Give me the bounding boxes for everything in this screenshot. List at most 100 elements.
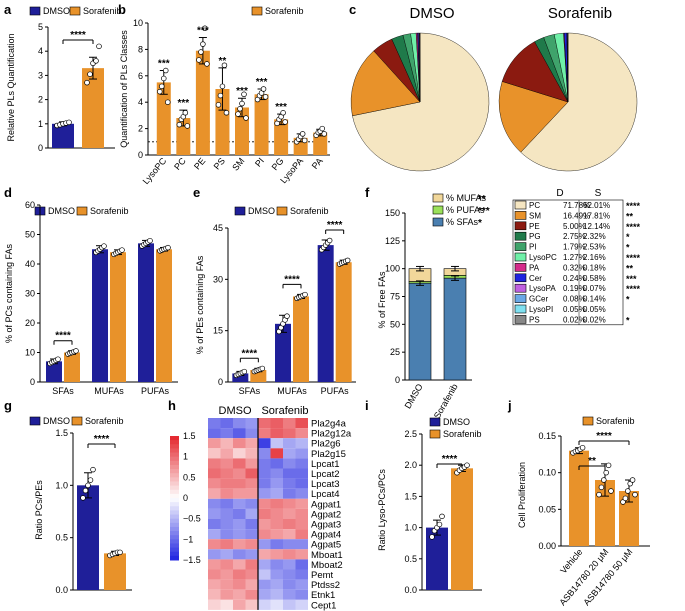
b-data-point — [237, 106, 243, 112]
h-colorbar-segment — [170, 526, 179, 532]
h-heatmap-cell — [258, 559, 271, 570]
h-heatmap-cell — [295, 559, 308, 570]
a-data-point — [87, 71, 93, 77]
h-heatmap-cell — [233, 478, 246, 489]
e-bar-DMSO-PUFAs — [317, 245, 334, 382]
h-colorbar-segment — [170, 469, 179, 474]
h-colorbar-tick-label: −1 — [183, 534, 193, 544]
h-heatmap-cell — [283, 458, 296, 469]
a-data-point — [66, 119, 72, 126]
h-colorbar-segment — [170, 531, 179, 536]
h-heatmap-cell — [233, 448, 246, 459]
h-heatmap-cell — [283, 549, 296, 560]
h-colorbar-segment — [170, 498, 179, 503]
h-heatmap-cell — [295, 569, 308, 580]
i-significance: **** — [442, 454, 458, 465]
e-bar-Sorafenib-MUFAs — [293, 296, 309, 382]
b-significance: ** — [219, 56, 227, 67]
h-heatmap-cell — [245, 539, 258, 550]
h-heatmap-cell — [208, 569, 221, 580]
h-heatmap-cell — [245, 549, 258, 560]
i-data-point — [429, 534, 435, 540]
e-y-tick-label: 15 — [213, 326, 223, 336]
f-legend-swatch — [432, 193, 444, 203]
c-table-class: SM — [529, 211, 541, 220]
h-heatmap-cell — [270, 458, 283, 469]
h-heatmap-cell — [220, 468, 233, 479]
e-significance: **** — [284, 274, 300, 285]
e-data-point — [241, 368, 248, 375]
b-x-tick-label: PC — [172, 155, 188, 171]
c-table-sorafenib-value: 0.02% — [583, 315, 606, 324]
a-bar-DMSO — [52, 123, 74, 148]
c-pie-slice-SM — [350, 50, 421, 117]
f-y-tick-label: 100 — [385, 264, 400, 274]
h-heatmap-cell — [283, 468, 296, 479]
c-table-significance: ** — [626, 211, 634, 221]
h-heatmap-cell — [233, 468, 246, 479]
h-heatmap-cell — [220, 488, 233, 499]
h-heatmap-cell — [220, 599, 233, 610]
b-data-point — [157, 88, 163, 95]
a-significance: **** — [70, 30, 86, 41]
c-table-class: LysoPC — [529, 253, 557, 262]
h-heatmap-cell — [295, 488, 308, 499]
g-legend-swatch — [29, 416, 41, 426]
h-row-label: Pemt — [311, 570, 334, 581]
h-heatmap-cell — [295, 519, 308, 530]
d-y-tick-label: 0 — [30, 377, 35, 387]
d-bar-Sorafenib-SFAs — [64, 352, 80, 382]
h-heatmap-cell — [208, 438, 221, 449]
h-heatmap-cell — [233, 418, 246, 429]
g-data-point — [90, 466, 96, 473]
d-bar-DMSO-MUFAs — [92, 249, 108, 382]
d-bar-Sorafenib-MUFAs — [110, 252, 126, 382]
d-legend-label: Sorafenib — [90, 206, 129, 216]
h-colorbar-tick-label: 0.5 — [183, 472, 196, 482]
c-table-class: LysoPI — [529, 305, 553, 314]
c-table-swatch-LysoPC — [514, 252, 527, 262]
h-row-label: Agpat1 — [311, 499, 341, 510]
h-heatmap-cell — [283, 569, 296, 580]
d-bar-DMSO-SFAs — [46, 361, 62, 382]
h-heatmap-cell — [245, 498, 258, 509]
e-y-tick-label: 30 — [213, 274, 223, 284]
h-heatmap-cell — [220, 589, 233, 600]
c-table-class: Cer — [529, 274, 542, 283]
h-heatmap-cell — [283, 508, 296, 519]
b-y-tick-label: 0 — [138, 150, 143, 160]
c-table-significance: * — [626, 295, 630, 305]
h-colorbar-tick-label: 1.5 — [183, 431, 196, 441]
i-legend-swatch — [429, 417, 441, 427]
j-data-point — [605, 462, 612, 469]
f-y-tick-label: 25 — [390, 347, 400, 357]
h-heatmap-cell — [233, 529, 246, 540]
c-table-dmso-value: 16.49% — [563, 211, 590, 220]
h-heatmap-cell — [233, 488, 246, 499]
panel-label-j: j — [507, 398, 512, 413]
c-table-swatch-LysoPI — [514, 304, 527, 314]
h-colorbar-segment — [170, 460, 179, 466]
h-colorbar-segment — [170, 444, 179, 449]
i-bar-Sorafenib — [451, 468, 473, 590]
c-table-swatch-Cer — [514, 273, 527, 283]
c-table-swatch-LysoPA — [514, 283, 527, 293]
c-table-significance: * — [626, 232, 630, 242]
h-heatmap-cell — [295, 579, 308, 590]
h-heatmap-cell — [258, 508, 271, 519]
h-heatmap-cell — [283, 498, 296, 509]
f-legend-swatch — [432, 217, 444, 227]
a-data-point — [96, 43, 102, 50]
h-heatmap-cell — [208, 468, 221, 479]
f-y-tick-label: 125 — [385, 236, 400, 246]
h-colorbar-segment — [170, 473, 179, 478]
h-colorbar-segment — [170, 547, 179, 553]
h-heatmap-cell — [283, 539, 296, 550]
d-y-tick-label: 10 — [25, 348, 35, 358]
h-heatmap-cell — [245, 438, 258, 449]
b-x-tick-label: PA — [310, 156, 325, 171]
h-heatmap-cell — [270, 529, 283, 540]
h-heatmap-cell — [245, 448, 258, 459]
h-row-label: Agpat3 — [311, 520, 341, 531]
h-heatmap-cell — [295, 428, 308, 439]
